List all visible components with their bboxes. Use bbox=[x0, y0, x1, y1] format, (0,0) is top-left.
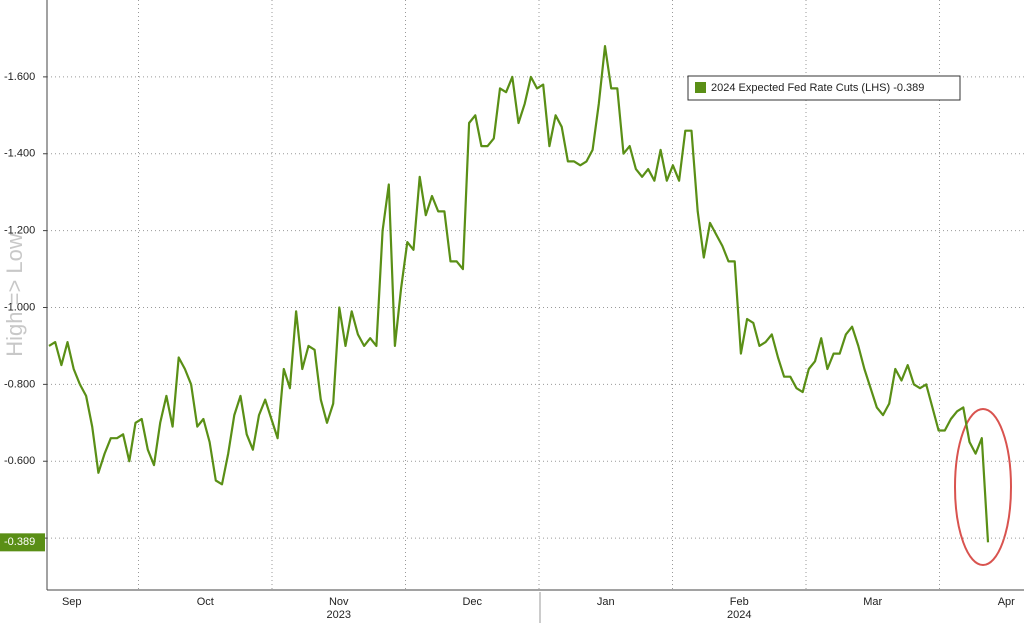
end-label-box bbox=[0, 533, 45, 552]
y-tick-label: -1.000 bbox=[4, 301, 35, 313]
x-tick-label: Jan bbox=[597, 596, 615, 608]
y-tick-label: -0.600 bbox=[4, 455, 35, 467]
y-tick-label: -0.800 bbox=[4, 378, 35, 390]
x-tick-label: Nov bbox=[329, 596, 349, 608]
legend-label: 2024 Expected Fed Rate Cuts (LHS) -0.389 bbox=[711, 82, 924, 94]
end-label: -0.389 bbox=[4, 536, 35, 548]
x-tick-label: Sep bbox=[62, 596, 82, 608]
x-tick-label: Mar bbox=[863, 596, 882, 608]
x-tick-label: Dec bbox=[462, 596, 482, 608]
y-axis-label: High => Low bbox=[2, 233, 27, 357]
highlight-ellipse bbox=[954, 408, 1012, 566]
x-year-label: 2023 bbox=[327, 609, 351, 621]
y-tick-label: -1.200 bbox=[4, 225, 35, 237]
data-line bbox=[48, 45, 990, 543]
x-year-label: 2024 bbox=[727, 609, 751, 621]
legend: 2024 Expected Fed Rate Cuts (LHS) -0.389 bbox=[687, 75, 961, 101]
x-tick-label: Apr bbox=[998, 596, 1015, 608]
y-tick-label: -1.600 bbox=[4, 71, 35, 83]
x-tick-label: Feb bbox=[730, 596, 749, 608]
legend-box bbox=[687, 75, 961, 101]
legend-swatch bbox=[695, 82, 706, 93]
x-tick-label: Oct bbox=[197, 596, 214, 608]
y-tick-label: -1.400 bbox=[4, 148, 35, 160]
